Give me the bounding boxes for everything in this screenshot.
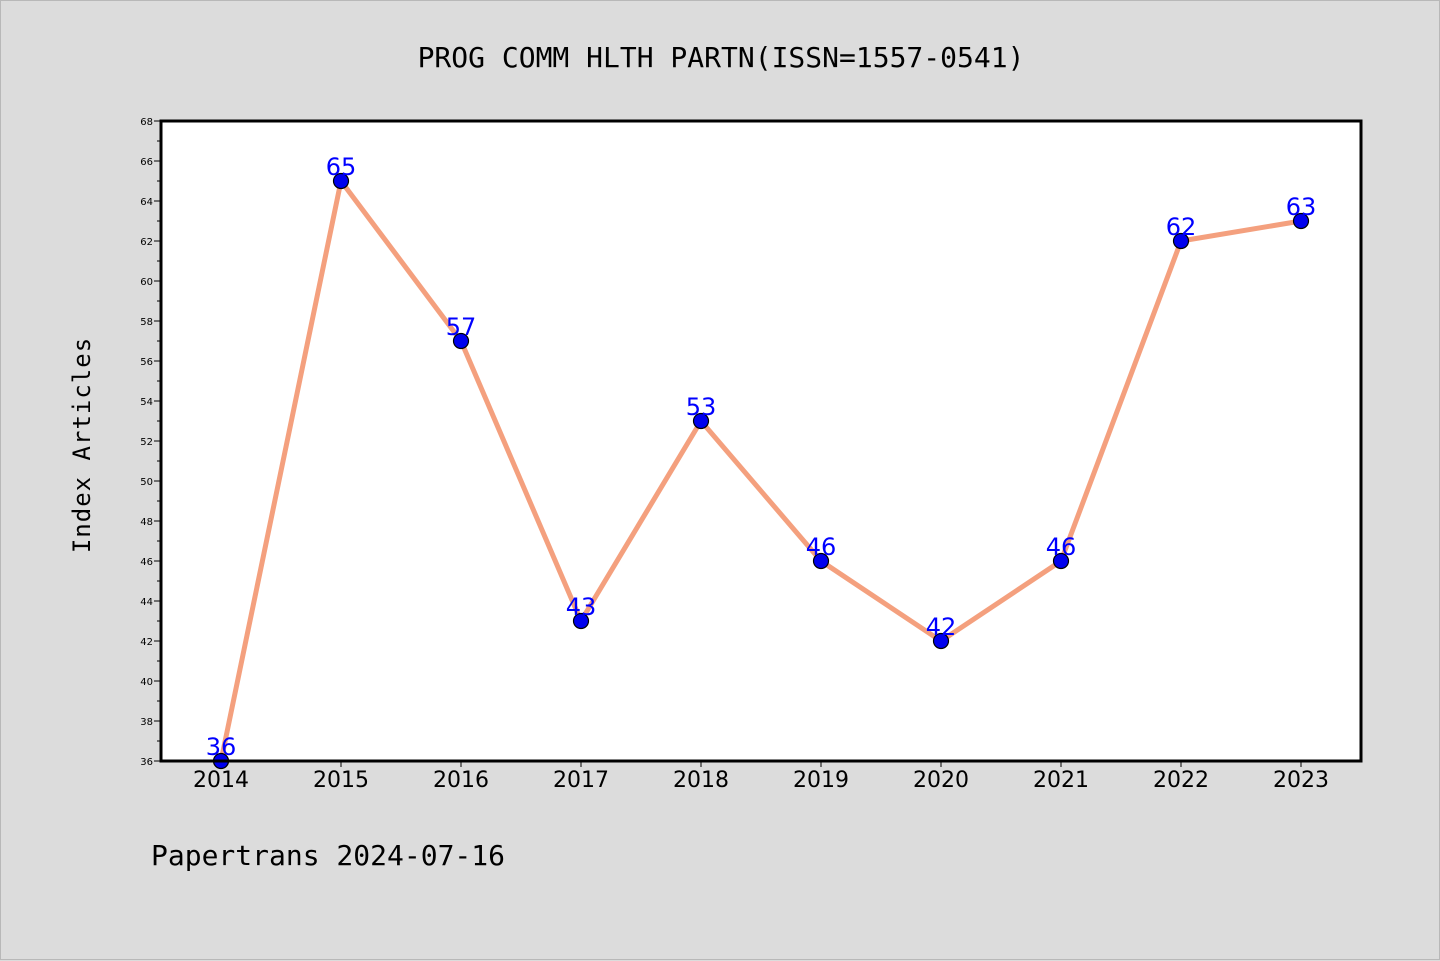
x-tick-label: 2019 (793, 768, 849, 793)
y-tick-label: 54 (140, 397, 153, 408)
plot-border (159, 119, 1363, 763)
x-axis-ticks: 2014 2015 2016 2017 2018 2019 2020 2021 2022 2023 (193, 761, 1329, 793)
data-label: 65 (326, 153, 357, 181)
y-tick-label: 40 (140, 677, 153, 688)
y-axis-label: Index Articles (68, 337, 96, 553)
data-point (692, 412, 710, 430)
series-line (218, 178, 1304, 764)
y-axis-ticks: 36 38 40 42 44 46 48 50 52 54 56 58 60 62 64 66 68 (140, 117, 161, 768)
y-tick-label: 44 (140, 597, 153, 608)
y-tick-label: 64 (140, 197, 153, 208)
data-point (932, 632, 950, 650)
y-tick-label: 66 (140, 157, 153, 168)
x-tick-label: 2018 (673, 768, 729, 793)
data-label: 36 (206, 733, 237, 761)
x-tick-label: 2021 (1033, 768, 1089, 793)
data-point (332, 172, 350, 190)
x-tick-label: 2020 (913, 768, 969, 793)
plot-area (161, 121, 1361, 761)
data-point (1052, 552, 1070, 570)
x-tick-label: 2015 (313, 768, 369, 793)
y-tick-label: 48 (140, 517, 153, 528)
data-label: 46 (806, 533, 837, 561)
y-tick-label: 56 (140, 357, 153, 368)
y-tick-label: 50 (140, 477, 153, 488)
data-label-group: 36 65 57 43 53 46 42 46 62 63 (206, 153, 1317, 761)
y-tick-label: 52 (140, 437, 153, 448)
footer-credit: Papertrans 2024-07-16 (151, 839, 505, 872)
y-tick-label: 58 (140, 317, 153, 328)
data-label: 63 (1286, 193, 1317, 221)
data-label: 62 (1166, 213, 1197, 241)
data-label: 46 (1046, 533, 1077, 561)
data-label: 57 (446, 313, 477, 341)
x-tick-label: 2017 (553, 768, 609, 793)
y-tick-label: 38 (140, 717, 153, 728)
x-tick-label: 2014 (193, 768, 249, 793)
y-tick-label: 62 (140, 237, 153, 248)
data-label: 43 (566, 593, 597, 621)
series-group (212, 172, 1310, 770)
x-tick-label: 2016 (433, 768, 489, 793)
y-tick-label: 36 (140, 757, 153, 768)
y-tick-label: 68 (140, 117, 153, 128)
data-point (1292, 212, 1310, 230)
y-tick-label: 60 (140, 277, 153, 288)
data-label: 53 (686, 393, 717, 421)
chart-title: PROG COMM HLTH PARTN(ISSN=1557-0541) (418, 41, 1025, 74)
y-tick-label: 46 (140, 557, 153, 568)
data-point (452, 332, 470, 350)
y-tick-label: 42 (140, 637, 153, 648)
data-point (812, 552, 830, 570)
x-tick-label: 2023 (1273, 768, 1329, 793)
data-point (572, 612, 590, 630)
x-tick-label: 2022 (1153, 768, 1209, 793)
data-point (1172, 232, 1190, 250)
data-label: 42 (926, 613, 957, 641)
